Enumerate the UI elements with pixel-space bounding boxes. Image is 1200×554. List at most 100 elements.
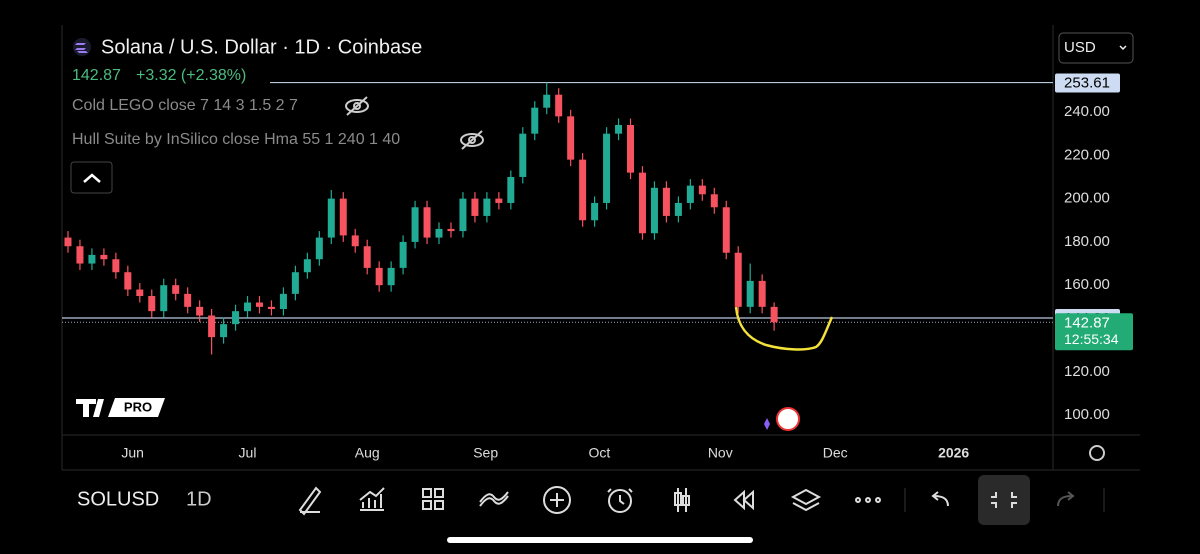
- candle-body: [267, 306, 275, 310]
- candle-body: [543, 94, 551, 108]
- candle-body: [279, 293, 287, 310]
- candle-body: [615, 125, 623, 134]
- candle-body: [734, 252, 742, 307]
- candle-body: [351, 235, 359, 247]
- logo-badge: PRO: [124, 399, 152, 414]
- candle-body: [531, 107, 539, 134]
- toolbar-icons[interactable]: [298, 486, 949, 516]
- candle-body: [674, 202, 682, 216]
- countdown: 12:55:34: [1064, 331, 1119, 347]
- candle-body: [459, 198, 467, 232]
- y-tick-label: 160.00: [1064, 276, 1110, 293]
- candle-body: [495, 198, 503, 203]
- price-change: +3.32 (+2.38%): [136, 67, 246, 84]
- candle-body: [363, 246, 371, 268]
- currency-select[interactable]: [1058, 32, 1134, 64]
- candle-body: [172, 285, 180, 294]
- hide-icon[interactable]: [345, 96, 369, 116]
- x-tick-label: Nov: [708, 445, 733, 461]
- candle-body: [591, 202, 599, 221]
- candle-body: [471, 198, 479, 216]
- candle-body: [124, 272, 132, 290]
- toolbar-symbol[interactable]: SOLUSD: [77, 488, 159, 510]
- candle-body: [88, 254, 96, 264]
- candle-body: [758, 280, 766, 307]
- candle-body: [507, 176, 515, 203]
- x-tick-label: 2026: [938, 445, 969, 461]
- candle-body: [112, 259, 120, 273]
- candle-body: [303, 259, 311, 273]
- toolbar-interval[interactable]: 1D: [186, 488, 212, 510]
- candle-body: [423, 207, 431, 238]
- price-label: 253.61: [1064, 75, 1110, 92]
- last-price: 142.87: [72, 67, 121, 84]
- candle-body: [148, 296, 156, 312]
- candle-body: [387, 267, 395, 286]
- candle-body: [160, 285, 168, 312]
- candle-body: [64, 237, 72, 247]
- fullscreen-button[interactable]: [978, 475, 1030, 525]
- candle-body: [136, 289, 144, 297]
- candle-body: [196, 306, 204, 316]
- event-icon: [764, 418, 770, 430]
- coin-icon: [75, 43, 88, 53]
- candle-body: [746, 280, 754, 307]
- candle-body: [770, 306, 778, 323]
- collapse-button[interactable]: [70, 161, 113, 194]
- y-tick-label: 180.00: [1064, 233, 1110, 250]
- y-tick-label: 200.00: [1064, 190, 1110, 207]
- tv-logo: [108, 398, 165, 417]
- candle-body: [208, 315, 216, 338]
- candle-body: [627, 125, 635, 173]
- candle-body: [710, 194, 718, 208]
- chevron-icon: [83, 173, 101, 183]
- candle-body: [698, 185, 706, 195]
- candle-body: [650, 187, 658, 234]
- tv-logo: [76, 399, 104, 417]
- candle-body: [315, 237, 323, 260]
- candle-body: [244, 302, 252, 312]
- currency: USD: [1064, 39, 1096, 56]
- candle-body: [100, 254, 108, 260]
- redo-icon[interactable]: [1057, 491, 1075, 507]
- event-icon[interactable]: [776, 407, 800, 431]
- y-tick-label: 220.00: [1064, 146, 1110, 163]
- home-indicator: [447, 537, 753, 543]
- y-tick-label: 120.00: [1064, 363, 1110, 380]
- candle-body: [411, 207, 419, 242]
- candle-body: [76, 246, 84, 264]
- candle-body: [483, 198, 491, 216]
- hide-icon[interactable]: [460, 130, 484, 150]
- candle-body: [399, 241, 407, 268]
- last-price-label: 142.87: [1064, 314, 1110, 331]
- drawing: [734, 306, 834, 351]
- y-tick-label: 240.00: [1064, 103, 1110, 120]
- plot: [62, 81, 1053, 355]
- candle-body: [435, 228, 443, 238]
- candle-body: [603, 133, 611, 203]
- chevron-icon: [1119, 45, 1127, 51]
- candle-body: [220, 324, 228, 338]
- candle-body: [339, 198, 347, 236]
- settings-icon[interactable]: [1089, 445, 1105, 461]
- candle-body: [567, 116, 575, 160]
- candle-body: [686, 185, 694, 203]
- indicator[interactable]: Cold LEGO close 7 14 3 1.5 2 7: [72, 97, 298, 114]
- candle-body: [638, 172, 646, 234]
- candle-body: [255, 302, 263, 307]
- candle-body: [579, 159, 587, 221]
- candle-body: [375, 267, 383, 286]
- last-price-box: [1055, 313, 1133, 351]
- indicator[interactable]: Hull Suite by InSilico close Hma 55 1 24…: [72, 131, 400, 148]
- candle-body: [232, 311, 240, 325]
- candle-body: [447, 228, 455, 232]
- x-tick-label: Aug: [355, 445, 380, 461]
- x-tick-label: Oct: [588, 445, 610, 461]
- candle-body: [519, 133, 527, 177]
- candle-body: [722, 207, 730, 253]
- candle-body: [327, 198, 335, 238]
- candle-body: [662, 187, 670, 216]
- x-tick-label: Jul: [239, 445, 257, 461]
- candle-body: [184, 293, 192, 307]
